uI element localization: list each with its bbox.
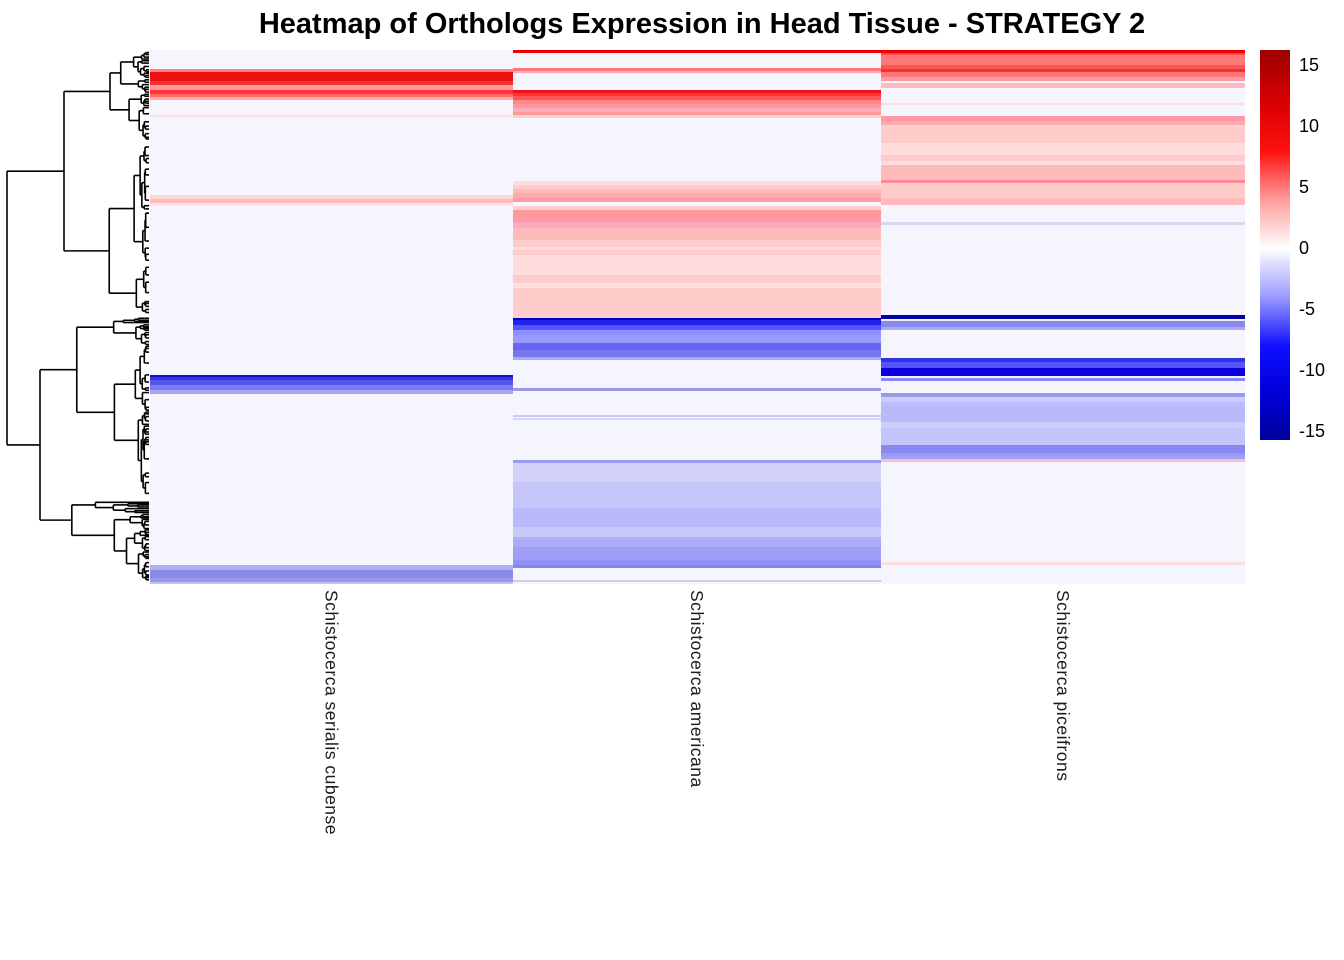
color-scale-legend — [1260, 50, 1290, 440]
row-dendrogram — [6, 51, 149, 581]
legend-tick-label: 0 — [1299, 238, 1310, 259]
heatmap-column-americana — [513, 50, 881, 584]
heatmap-column-piceifrons — [881, 50, 1245, 584]
legend-tick-label: -15 — [1299, 421, 1326, 442]
chart-title: Heatmap of Orthologs Expression in Head … — [258, 8, 1146, 40]
heatmap-body — [150, 50, 1245, 584]
column-label-serialis-cubense: Schistocerca serialis cubense — [321, 590, 342, 836]
legend-tick-label: -5 — [1299, 299, 1316, 320]
legend-tick-label: 10 — [1299, 115, 1320, 136]
legend-tick-label: 5 — [1299, 176, 1310, 197]
column-label-americana: Schistocerca americana — [687, 590, 707, 788]
column-label-piceifrons: Schistocerca piceifrons — [1053, 590, 1073, 782]
legend-tick-label: -10 — [1299, 360, 1326, 381]
legend-tick-label: 15 — [1299, 54, 1320, 75]
heatmap-column-serialis-cubense — [150, 50, 513, 584]
